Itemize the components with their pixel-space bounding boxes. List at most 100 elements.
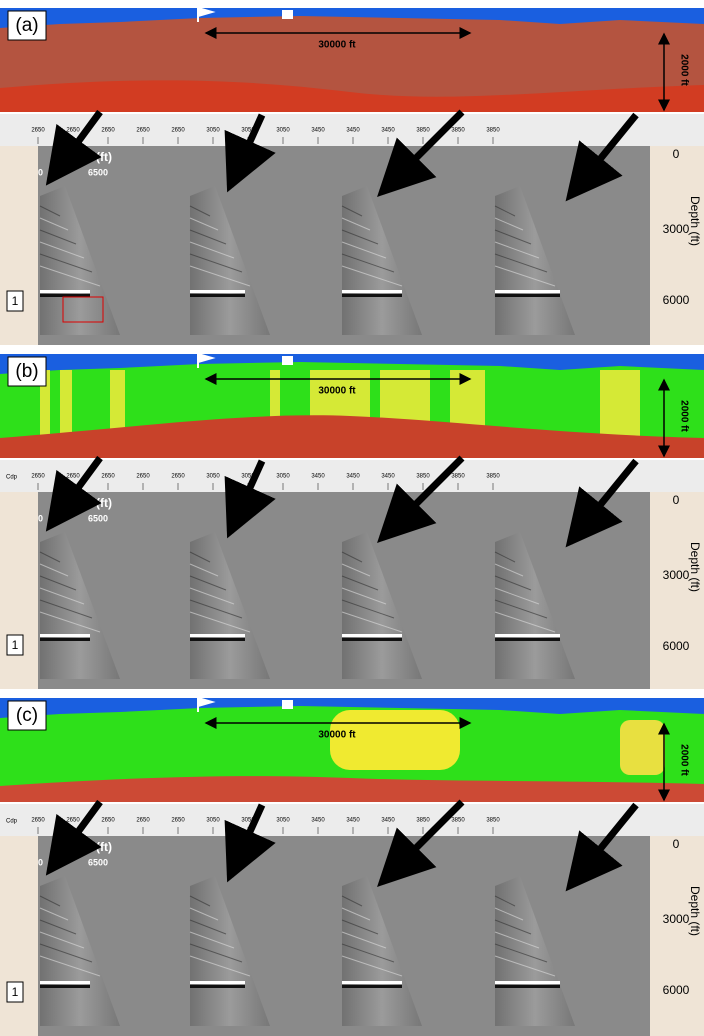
cmp-label: 3450 (311, 128, 325, 134)
cmp-label: 2650 (66, 128, 80, 134)
offset-min: 0 (38, 167, 43, 177)
gather-id: 1 (12, 985, 19, 999)
thickness-label: 2000 ft (678, 400, 689, 432)
figure: 30000 ft2000 ft2650265026502650265030503… (0, 0, 704, 1036)
reflector (190, 981, 245, 984)
left-strip (0, 836, 38, 1036)
width-label: 30000 ft (318, 730, 356, 741)
cmp-label: 3850 (486, 128, 500, 134)
cmp-label: 2650 (171, 474, 185, 480)
reflector (495, 634, 560, 637)
cmp-label: 3850 (486, 474, 500, 480)
reflector (190, 638, 245, 641)
reflector (40, 981, 90, 984)
cmp-label: 3850 (451, 474, 465, 480)
cmp-label: 2650 (136, 818, 150, 824)
depth-tick: 0 (673, 493, 680, 507)
offset-max: 6500 (88, 513, 108, 523)
cmp-label: 3850 (416, 818, 430, 824)
cmp-label: 2650 (66, 818, 80, 824)
panel-label: (c) (16, 705, 38, 726)
reflector (495, 985, 560, 988)
reflector (40, 985, 90, 988)
depth-title: Depth (ft) (688, 542, 702, 592)
reflector (495, 294, 560, 297)
cmp-label: 2650 (31, 818, 45, 824)
left-strip (0, 492, 38, 689)
cmp-label: 3450 (381, 474, 395, 480)
axis-title: Cdp (6, 475, 18, 481)
depth-tick: 6000 (663, 983, 690, 997)
cmp-label: 2650 (136, 474, 150, 480)
offset-min: 0 (38, 857, 43, 867)
marker-square (282, 10, 293, 19)
cmp-label: 3450 (311, 474, 325, 480)
thickness-label: 2000 ft (678, 54, 689, 86)
gather-id: 1 (12, 294, 19, 308)
cmp-label: 3450 (381, 818, 395, 824)
cmp-label: 2650 (101, 818, 115, 824)
axis-title: Cdp (6, 819, 18, 825)
reflector (190, 294, 245, 297)
depth-tick: 0 (673, 837, 680, 851)
cmp-label: 3450 (346, 474, 360, 480)
cmp-label: 3050 (276, 474, 290, 480)
cmp-label: 2650 (171, 128, 185, 134)
cmp-label: 3450 (311, 818, 325, 824)
reflector (342, 294, 402, 297)
cmp-label: 3850 (486, 818, 500, 824)
depth-tick: 6000 (663, 293, 690, 307)
depth-title: Depth (ft) (688, 886, 702, 936)
reflector (342, 634, 402, 637)
panel: 30000 ft 2000 ft 2650 2650 2650 2650 2650 3050 3… (0, 8, 704, 345)
reflector (495, 981, 560, 984)
cmp-label: 2650 (101, 474, 115, 480)
cmp-label: 3450 (346, 818, 360, 824)
offset-max: 6500 (88, 857, 108, 867)
width-label: 30000 ft (318, 386, 356, 397)
depth-tick: 0 (673, 147, 680, 161)
offset-min: 0 (38, 513, 43, 523)
cmp-label: 3050 (276, 818, 290, 824)
reflector (40, 634, 90, 637)
reflector (190, 634, 245, 637)
panel: 30000 ft 2000 ft Cdp 2650 2650 2650 2650 2650 30… (0, 354, 704, 689)
cmp-label: 2650 (136, 128, 150, 134)
gather-id: 1 (12, 638, 19, 652)
depth-title: Depth (ft) (688, 196, 702, 246)
cmp-label: 3050 (206, 474, 220, 480)
cmp-label: 2650 (66, 474, 80, 480)
cmp-label: 3850 (416, 474, 430, 480)
model-block (60, 370, 72, 440)
cmp-label: 3850 (451, 818, 465, 824)
model-blob (620, 720, 665, 775)
reflector (190, 985, 245, 988)
cmp-label: 2650 (101, 128, 115, 134)
cmp-label: 3450 (346, 128, 360, 134)
reflector (40, 290, 90, 293)
cmp-label: 3850 (416, 128, 430, 134)
cmp-label: 2650 (31, 474, 45, 480)
thickness-label: 2000 ft (678, 744, 689, 776)
reflector (342, 290, 402, 293)
cmp-label: 3050 (206, 818, 220, 824)
panel-label: (b) (15, 361, 38, 382)
reflector (495, 638, 560, 641)
cmp-label: 3450 (381, 128, 395, 134)
depth-tick: 6000 (663, 639, 690, 653)
model-block (600, 370, 640, 440)
marker-square (282, 700, 293, 709)
offset-max: 6500 (88, 167, 108, 177)
reflector (342, 638, 402, 641)
cmp-label: 3850 (451, 128, 465, 134)
cmp-label: 3050 (206, 128, 220, 134)
width-label: 30000 ft (318, 40, 356, 51)
reflector (342, 985, 402, 988)
marker-square (282, 356, 293, 365)
reflector (342, 981, 402, 984)
depth-tick: 3000 (663, 222, 690, 236)
reflector (40, 638, 90, 641)
cmp-label: 2650 (31, 128, 45, 134)
cmp-label: 3050 (276, 128, 290, 134)
